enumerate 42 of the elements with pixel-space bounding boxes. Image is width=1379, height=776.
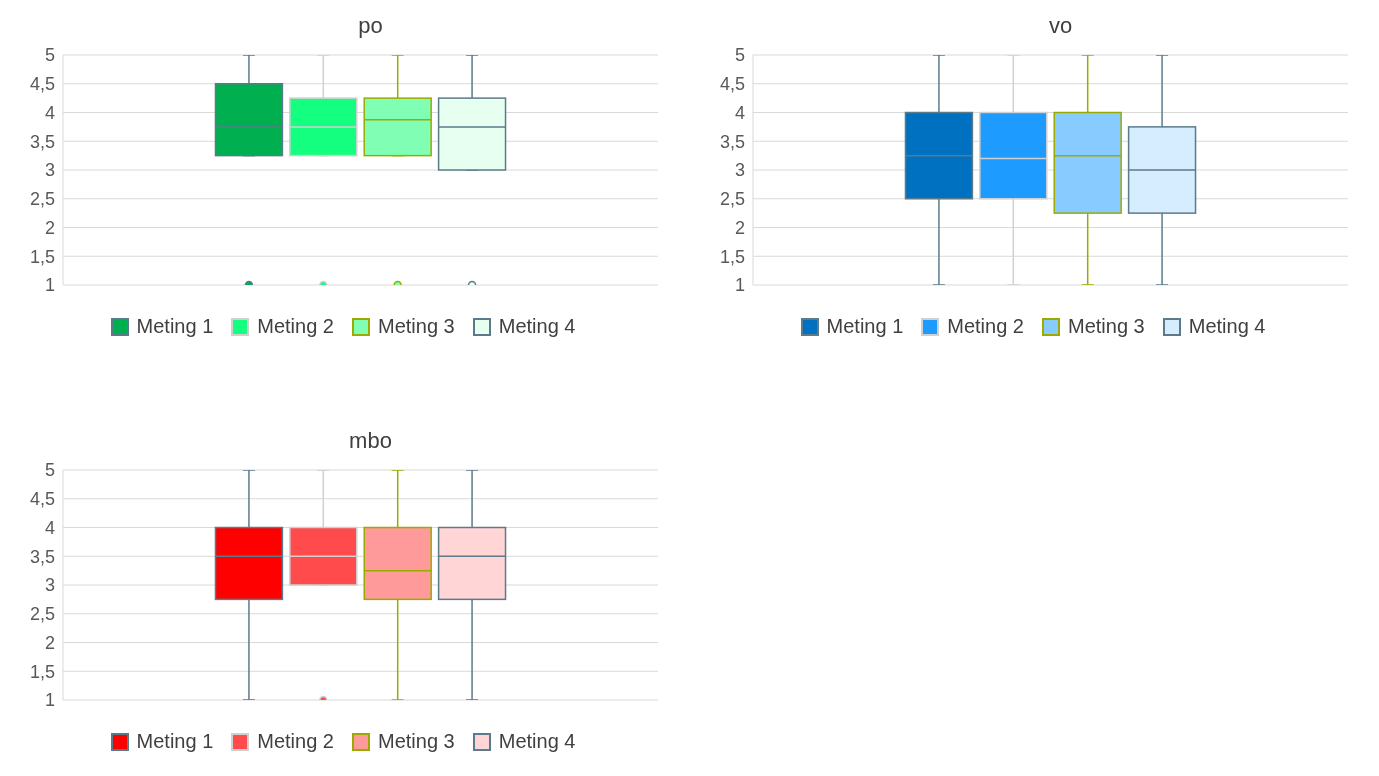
y-tick-label: 4,5 [719, 74, 745, 95]
y-tick-label: 2 [734, 217, 745, 238]
y-tick-label: 3 [734, 160, 745, 181]
y-tick-label: 4,5 [29, 489, 55, 510]
legend-label: Meting 2 [947, 315, 1024, 338]
legend-label: Meting 3 [378, 730, 455, 753]
y-tick-label: 1,5 [719, 246, 745, 267]
y-tick-label: 3 [44, 160, 55, 181]
legend-label: Meting 4 [498, 730, 576, 753]
y-tick-label: 3,5 [719, 131, 745, 152]
y-tick-label: 3 [44, 575, 55, 596]
y-tick-label: 2,5 [29, 189, 55, 210]
y-tick-label: 1 [734, 275, 745, 296]
legend-label: Meting 3 [378, 315, 455, 338]
legend-label: Meting 4 [1188, 315, 1266, 338]
legend-label: Meting 4 [498, 315, 576, 338]
y-tick-label: 5 [734, 45, 745, 66]
y-tick-label: 4 [44, 517, 55, 538]
y-tick-label: 4,5 [29, 74, 55, 95]
legend-label: Meting 1 [136, 730, 214, 753]
y-tick-label: 5 [44, 460, 55, 481]
y-tick-label: 2 [44, 632, 55, 653]
y-tick-label: 1,5 [29, 661, 55, 682]
y-tick-label: 3,5 [29, 131, 55, 152]
y-tick-label: 1,5 [29, 246, 55, 267]
y-tick-label: 2,5 [719, 189, 745, 210]
y-tick-label: 4 [44, 102, 55, 123]
chart-title: vo [1047, 13, 1074, 40]
chart-title: mbo [348, 428, 393, 455]
y-tick-label: 2,5 [29, 604, 55, 625]
y-tick-label: 2 [44, 217, 55, 238]
y-tick-label: 4 [734, 102, 745, 123]
legend-label: Meting 1 [826, 315, 904, 338]
chart-title: po [357, 13, 384, 40]
legend-label: Meting 2 [257, 315, 334, 338]
y-tick-label: 3,5 [29, 546, 55, 567]
y-tick-label: 5 [44, 45, 55, 66]
legend-label: Meting 3 [1068, 315, 1145, 338]
y-tick-label: 1 [44, 690, 55, 711]
legend-label: Meting 2 [257, 730, 334, 753]
y-tick-label: 1 [44, 275, 55, 296]
legend-label: Meting 1 [136, 315, 214, 338]
